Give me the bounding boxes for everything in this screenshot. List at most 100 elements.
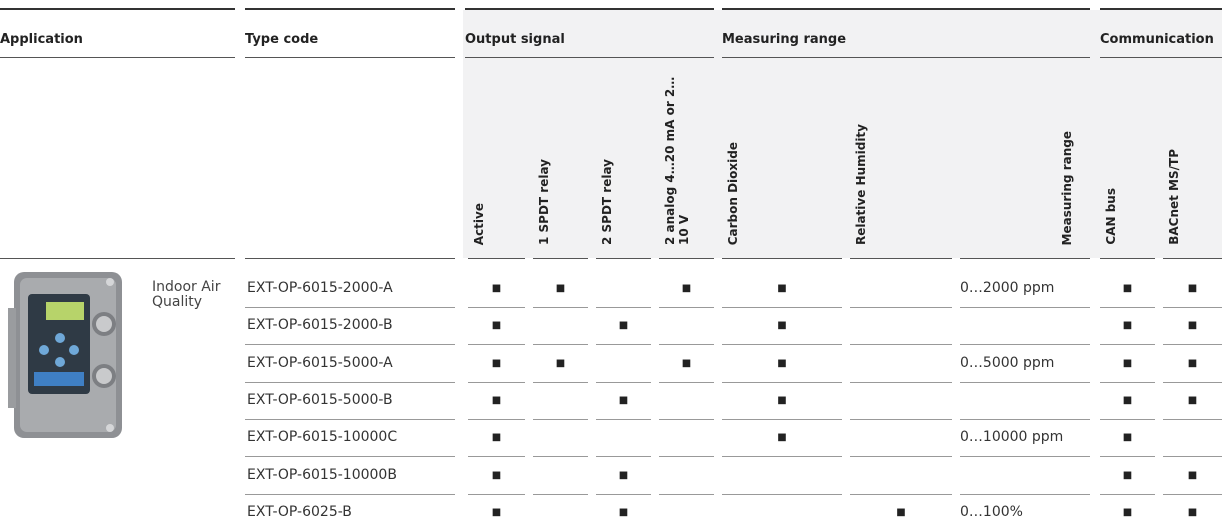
cell-rule <box>1163 344 1222 346</box>
check-mark: ■ <box>1122 283 1133 294</box>
cell-rule <box>659 418 714 420</box>
column-header: Active <box>472 202 486 245</box>
cell-rule <box>960 307 1090 308</box>
group-rule <box>722 57 1090 58</box>
cell-rule <box>1163 381 1222 383</box>
check-mark: ■ <box>777 283 787 294</box>
cell-rule <box>1100 456 1155 458</box>
check-mark: ■ <box>681 357 692 369</box>
column-header: Carbon Dioxide <box>726 141 740 245</box>
cell-rule <box>1163 456 1222 458</box>
top-rule <box>722 8 1090 10</box>
type-code: EXT-OP-6015-10000C <box>247 429 398 446</box>
cell-rule <box>960 344 1090 346</box>
header-rule <box>596 258 651 259</box>
cell-rule <box>850 381 952 383</box>
header-rule <box>533 258 588 259</box>
check-mark: ■ <box>1187 283 1198 294</box>
check-mark: ■ <box>618 394 629 406</box>
range-value: 0…10000 ppm <box>960 429 1064 446</box>
group-header: Output signal <box>465 32 565 47</box>
check-mark: ■ <box>1122 320 1133 332</box>
column-header: CAN bus <box>1104 188 1118 245</box>
cell-rule <box>1163 493 1222 495</box>
cell-rule <box>1100 307 1155 308</box>
cell-rule <box>533 344 588 346</box>
column-header: 2 SPDT relay <box>600 158 614 245</box>
check-mark: ■ <box>1122 394 1133 406</box>
range-value: 0…2000 ppm <box>960 280 1055 296</box>
check-mark: ■ <box>491 469 502 481</box>
group-rule <box>245 57 455 58</box>
check-mark: ■ <box>1122 506 1133 518</box>
cell-rule <box>722 307 842 308</box>
column-header: BACnet MS/TP <box>1167 149 1181 245</box>
header-rule <box>960 258 1090 259</box>
check-mark: ■ <box>491 320 502 332</box>
device-image <box>8 272 122 438</box>
check-mark: ■ <box>491 357 502 369</box>
check-mark: ■ <box>777 394 787 406</box>
cell-rule <box>659 456 714 458</box>
type-code: EXT-OP-6015-5000-B <box>247 391 393 408</box>
check-mark: ■ <box>491 432 502 444</box>
cell-rule <box>533 456 588 458</box>
check-mark: ■ <box>618 469 629 481</box>
check-mark: ■ <box>1122 469 1133 481</box>
header-rule <box>0 258 235 259</box>
cell-rule <box>533 307 588 308</box>
header-rule <box>850 258 952 259</box>
cell-rule <box>1100 344 1155 346</box>
cell-rule <box>850 418 952 420</box>
cell-rule <box>960 418 1090 420</box>
cell-rule <box>596 344 651 346</box>
cell-rule <box>468 381 525 383</box>
cell-rule <box>533 418 588 420</box>
column-header: Measuring range <box>1060 130 1074 246</box>
check-mark: ■ <box>777 320 787 332</box>
cell-rule <box>850 493 952 495</box>
check-mark: ■ <box>1122 357 1133 369</box>
cell-rule <box>1163 418 1222 420</box>
cell-rule <box>960 493 1090 495</box>
cell-rule <box>596 456 651 458</box>
header-rule <box>722 258 842 259</box>
cell-rule <box>596 307 651 308</box>
check-mark: ■ <box>777 432 787 444</box>
header-rule <box>659 258 714 259</box>
check-mark: ■ <box>1187 394 1198 406</box>
cell-rule <box>533 381 588 383</box>
row-rule <box>245 493 455 495</box>
type-code: EXT-OP-6025-B <box>247 503 352 520</box>
cell-rule <box>850 344 952 346</box>
cell-rule <box>1100 493 1155 495</box>
check-mark: ■ <box>681 283 692 294</box>
cell-rule <box>722 344 842 346</box>
check-mark: ■ <box>618 506 629 518</box>
group-rule <box>0 57 235 58</box>
cell-rule <box>659 307 714 308</box>
type-code: EXT-OP-6015-10000B <box>247 466 397 483</box>
check-mark: ■ <box>777 357 787 369</box>
cell-rule <box>722 456 842 458</box>
header-background <box>463 10 1222 258</box>
header-rule <box>468 258 525 259</box>
cell-rule <box>468 307 525 308</box>
cell-rule <box>468 418 525 420</box>
check-mark: ■ <box>491 394 502 406</box>
check-mark: ■ <box>555 357 566 369</box>
cell-rule <box>722 418 842 420</box>
type-code: EXT-OP-6015-2000-A <box>247 280 393 296</box>
check-mark: ■ <box>1187 506 1198 518</box>
header-rule <box>245 258 455 259</box>
cell-rule <box>659 493 714 495</box>
top-rule <box>0 8 235 10</box>
check-mark: ■ <box>1187 320 1198 332</box>
range-value: 0…100% <box>960 503 1023 520</box>
header-rule <box>1163 258 1222 259</box>
cell-rule <box>659 381 714 383</box>
cell-rule <box>533 493 588 495</box>
cell-rule <box>850 456 952 458</box>
cell-rule <box>596 493 651 495</box>
